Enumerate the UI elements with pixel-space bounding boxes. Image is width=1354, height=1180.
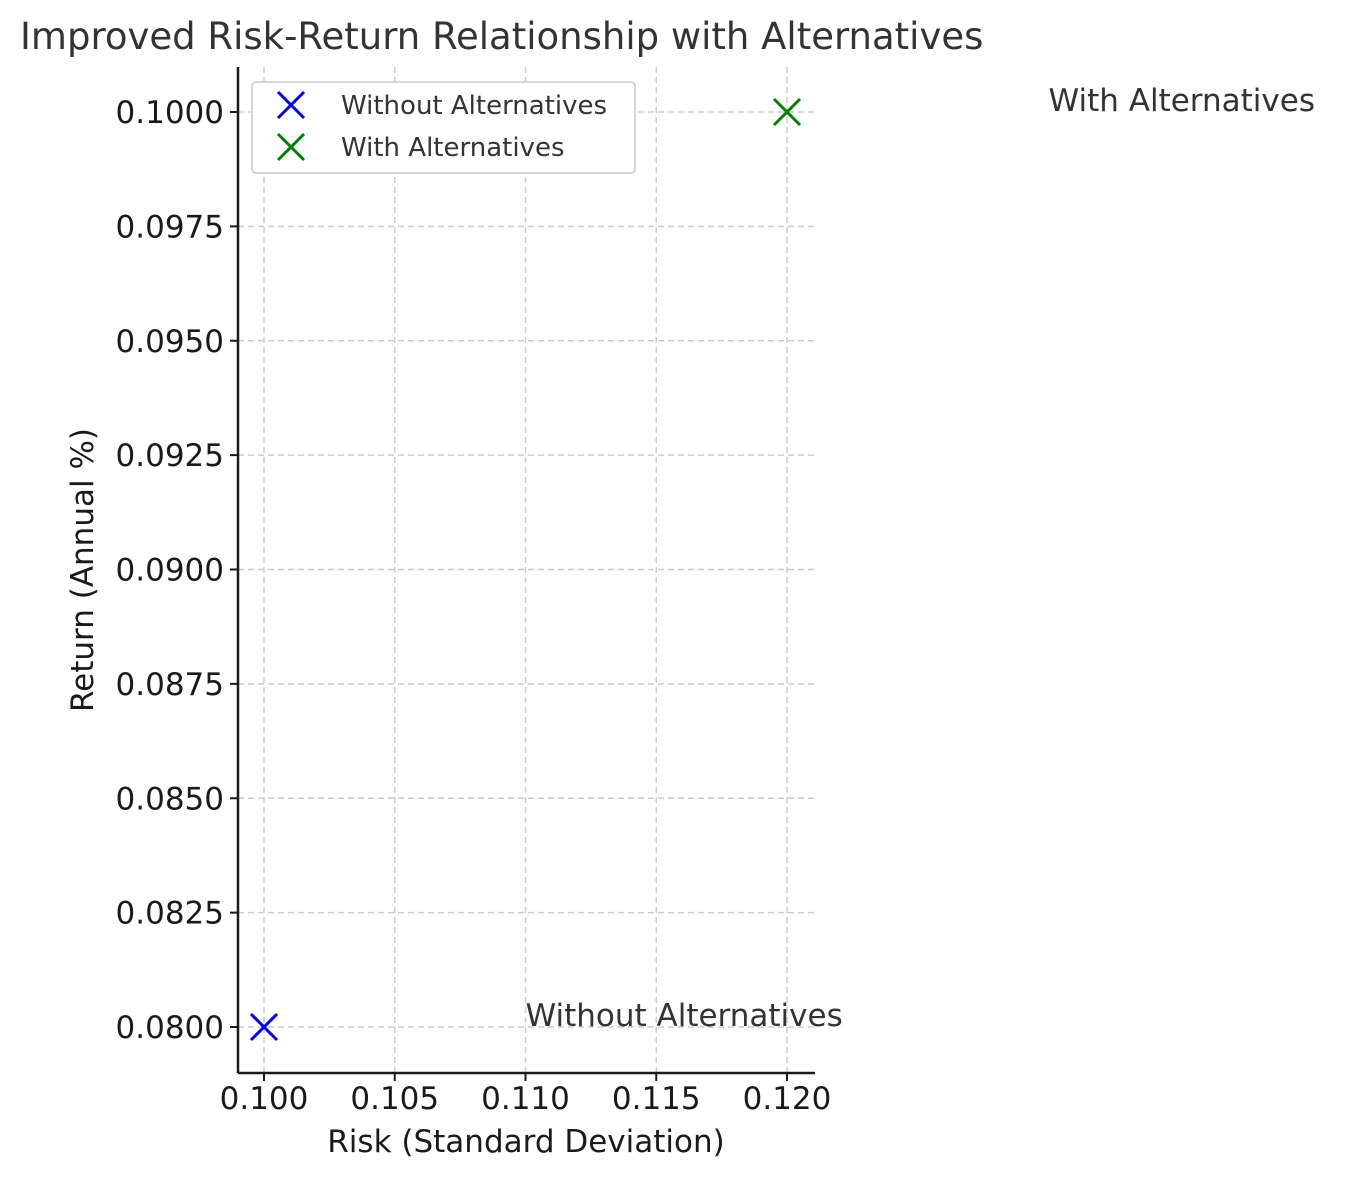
x-tick-label: 0.105 xyxy=(350,1081,439,1117)
x-tick-label: 0.115 xyxy=(612,1081,701,1117)
y-tick-label: 0.0975 xyxy=(116,209,224,245)
y-tick-labels: 0.0800 0.0825 0.0850 0.0875 0.0900 0.0925 0.09… xyxy=(116,95,238,1046)
y-tick-label: 0.0925 xyxy=(116,438,224,474)
data-point-1 xyxy=(249,1012,279,1042)
legend-label-1: Without Alternatives xyxy=(341,91,607,121)
x-tick-label: 0.100 xyxy=(220,1081,309,1117)
legend-box xyxy=(251,81,636,174)
point-annotation-2: With Alternatives xyxy=(1049,83,1315,119)
legend-marker-1 xyxy=(276,90,306,120)
y-tick-label: 0.1000 xyxy=(116,95,224,131)
chart-title: Improved Risk-Return Relationship with A… xyxy=(20,15,983,58)
point-annotation-1: Without Alternatives xyxy=(526,998,843,1034)
legend-marker-2-stroke-b xyxy=(276,132,306,162)
x-axis-label: Risk (Standard Deviation) xyxy=(327,1124,724,1160)
legend-label-2: With Alternatives xyxy=(341,133,565,163)
point-annotations: Without Alternatives With Alternatives xyxy=(526,83,1315,1034)
y-tick-label: 0.0825 xyxy=(116,896,224,932)
y-tick-label: 0.0875 xyxy=(116,667,224,703)
legend-marker-2 xyxy=(276,132,306,162)
legend-marker-1-stroke-b xyxy=(276,90,306,120)
data-point-2 xyxy=(772,97,802,127)
data-point-2-stroke-b xyxy=(772,97,802,127)
y-tick-label: 0.0900 xyxy=(116,553,224,589)
x-tick-labels: 0.100 0.105 0.110 0.115 0.120 xyxy=(220,1073,832,1117)
y-tick-label: 0.0950 xyxy=(116,324,224,360)
y-tick-label: 0.0850 xyxy=(116,781,224,817)
y-tick-label: 0.0800 xyxy=(116,1010,224,1046)
y-axis-label: Return (Annual %) xyxy=(65,428,101,712)
data-points xyxy=(249,97,802,1042)
grid-lines xyxy=(238,67,815,1073)
x-tick-label: 0.120 xyxy=(743,1081,832,1117)
legend-entries: Without Alternatives With Alternatives xyxy=(276,90,607,163)
x-tick-label: 0.110 xyxy=(481,1081,570,1117)
legend: Without Alternatives With Alternatives xyxy=(251,81,636,174)
data-point-1-stroke-b xyxy=(249,1012,279,1042)
